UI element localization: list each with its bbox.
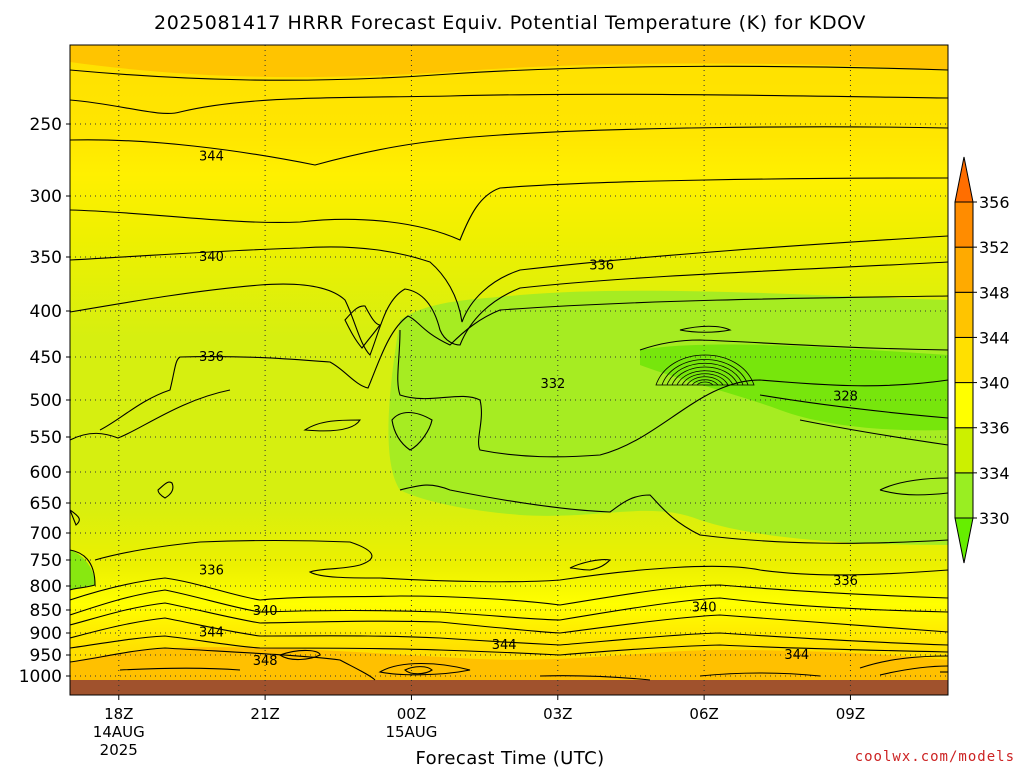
fill-green-core	[640, 344, 948, 431]
contour-label: 336	[199, 350, 224, 365]
contour-label: 340	[199, 250, 224, 265]
colorbar-label: 334	[979, 464, 1010, 483]
colorbar-label: 352	[979, 238, 1010, 257]
x-tick-label: 03Z	[543, 705, 572, 723]
colorbar-triangle-high	[954, 156, 974, 203]
contour-lines	[70, 65, 948, 681]
x-tick-label: 09Z	[836, 705, 865, 723]
colorbar-swatch	[954, 201, 974, 248]
colorbar-label: 336	[979, 419, 1010, 438]
colorbar-label: 356	[979, 193, 1010, 212]
contour-label: 344	[199, 626, 224, 641]
y-tick-label: 250	[30, 115, 62, 135]
contour-label: 332	[540, 377, 565, 392]
contour-label: 340	[692, 601, 717, 616]
contour-label: 344	[492, 638, 517, 653]
x-tick-label: 06Z	[689, 705, 718, 723]
colorbar-swatch	[954, 472, 974, 519]
y-tick-label: 750	[30, 551, 62, 571]
contour-label: 336	[589, 259, 614, 274]
fill-green-left	[70, 550, 95, 590]
y-tick-label: 300	[30, 187, 62, 207]
colorbar: 330 334 336 340 344 348 352 356	[954, 156, 1010, 564]
colorbar-swatch	[954, 291, 974, 338]
gridlines	[70, 45, 948, 695]
y-tick-label: 1000	[19, 667, 62, 687]
y-tick-label: 650	[30, 494, 62, 514]
colorbar-label: 348	[979, 283, 1010, 302]
contour-label: 340	[253, 604, 278, 619]
x-tick-label: 18Z	[104, 705, 133, 723]
y-tick-label: 700	[30, 524, 62, 544]
contour-label: 344	[784, 648, 809, 663]
contour-cluster	[655, 354, 755, 386]
contour-label: 336	[199, 563, 224, 578]
contour-label: 348	[253, 654, 278, 669]
y-axis: 250 300 350 400 450 500 550 600 650 700 750 800 850 9…	[19, 115, 70, 687]
colorbar-label: 330	[979, 509, 1010, 528]
y-tick-label: 400	[30, 302, 62, 322]
y-tick-label: 600	[30, 463, 62, 483]
x-tick-date: 14AUG	[93, 723, 145, 741]
contour-label: 344	[199, 150, 224, 165]
y-tick-label: 850	[30, 601, 62, 621]
y-tick-label: 900	[30, 624, 62, 644]
contour-label: 336	[833, 574, 858, 589]
colorbar-swatch	[954, 336, 974, 384]
contour-label: 328	[833, 390, 858, 405]
contour-labels: 344 340 336 336 332 328 336 336 340 340 344 344 344 3…	[199, 150, 858, 669]
chart-title: 2025081417 HRRR Forecast Equiv. Potentia…	[154, 12, 866, 34]
y-tick-label: 800	[30, 577, 62, 597]
colorbar-triangle-low	[954, 517, 974, 564]
x-tick-year: 2025	[100, 741, 138, 759]
x-axis-label: Forecast Time (UTC)	[416, 748, 605, 768]
colorbar-swatch	[954, 427, 974, 474]
colorbar-label: 340	[979, 374, 1010, 393]
y-tick-label: 500	[30, 391, 62, 411]
y-tick-label: 550	[30, 428, 62, 448]
x-tick-label: 00Z	[397, 705, 426, 723]
credit-text: coolwx.com/models	[855, 749, 1015, 765]
colorbar-swatch	[954, 246, 974, 293]
fill-upper-orange	[70, 45, 948, 78]
plot-frame	[69, 44, 949, 696]
colorbar-label: 344	[979, 328, 1010, 347]
x-tick-date: 15AUG	[385, 723, 437, 741]
y-tick-label: 350	[30, 248, 62, 268]
plot-area: 344 340 336 336 332 328 336 336 340 340 344 344 344 3…	[70, 45, 948, 695]
x-tick-label: 21Z	[250, 705, 279, 723]
y-tick-label: 450	[30, 348, 62, 368]
y-tick-label: 950	[30, 646, 62, 666]
colorbar-swatch	[954, 382, 974, 429]
ground-band	[70, 680, 948, 695]
